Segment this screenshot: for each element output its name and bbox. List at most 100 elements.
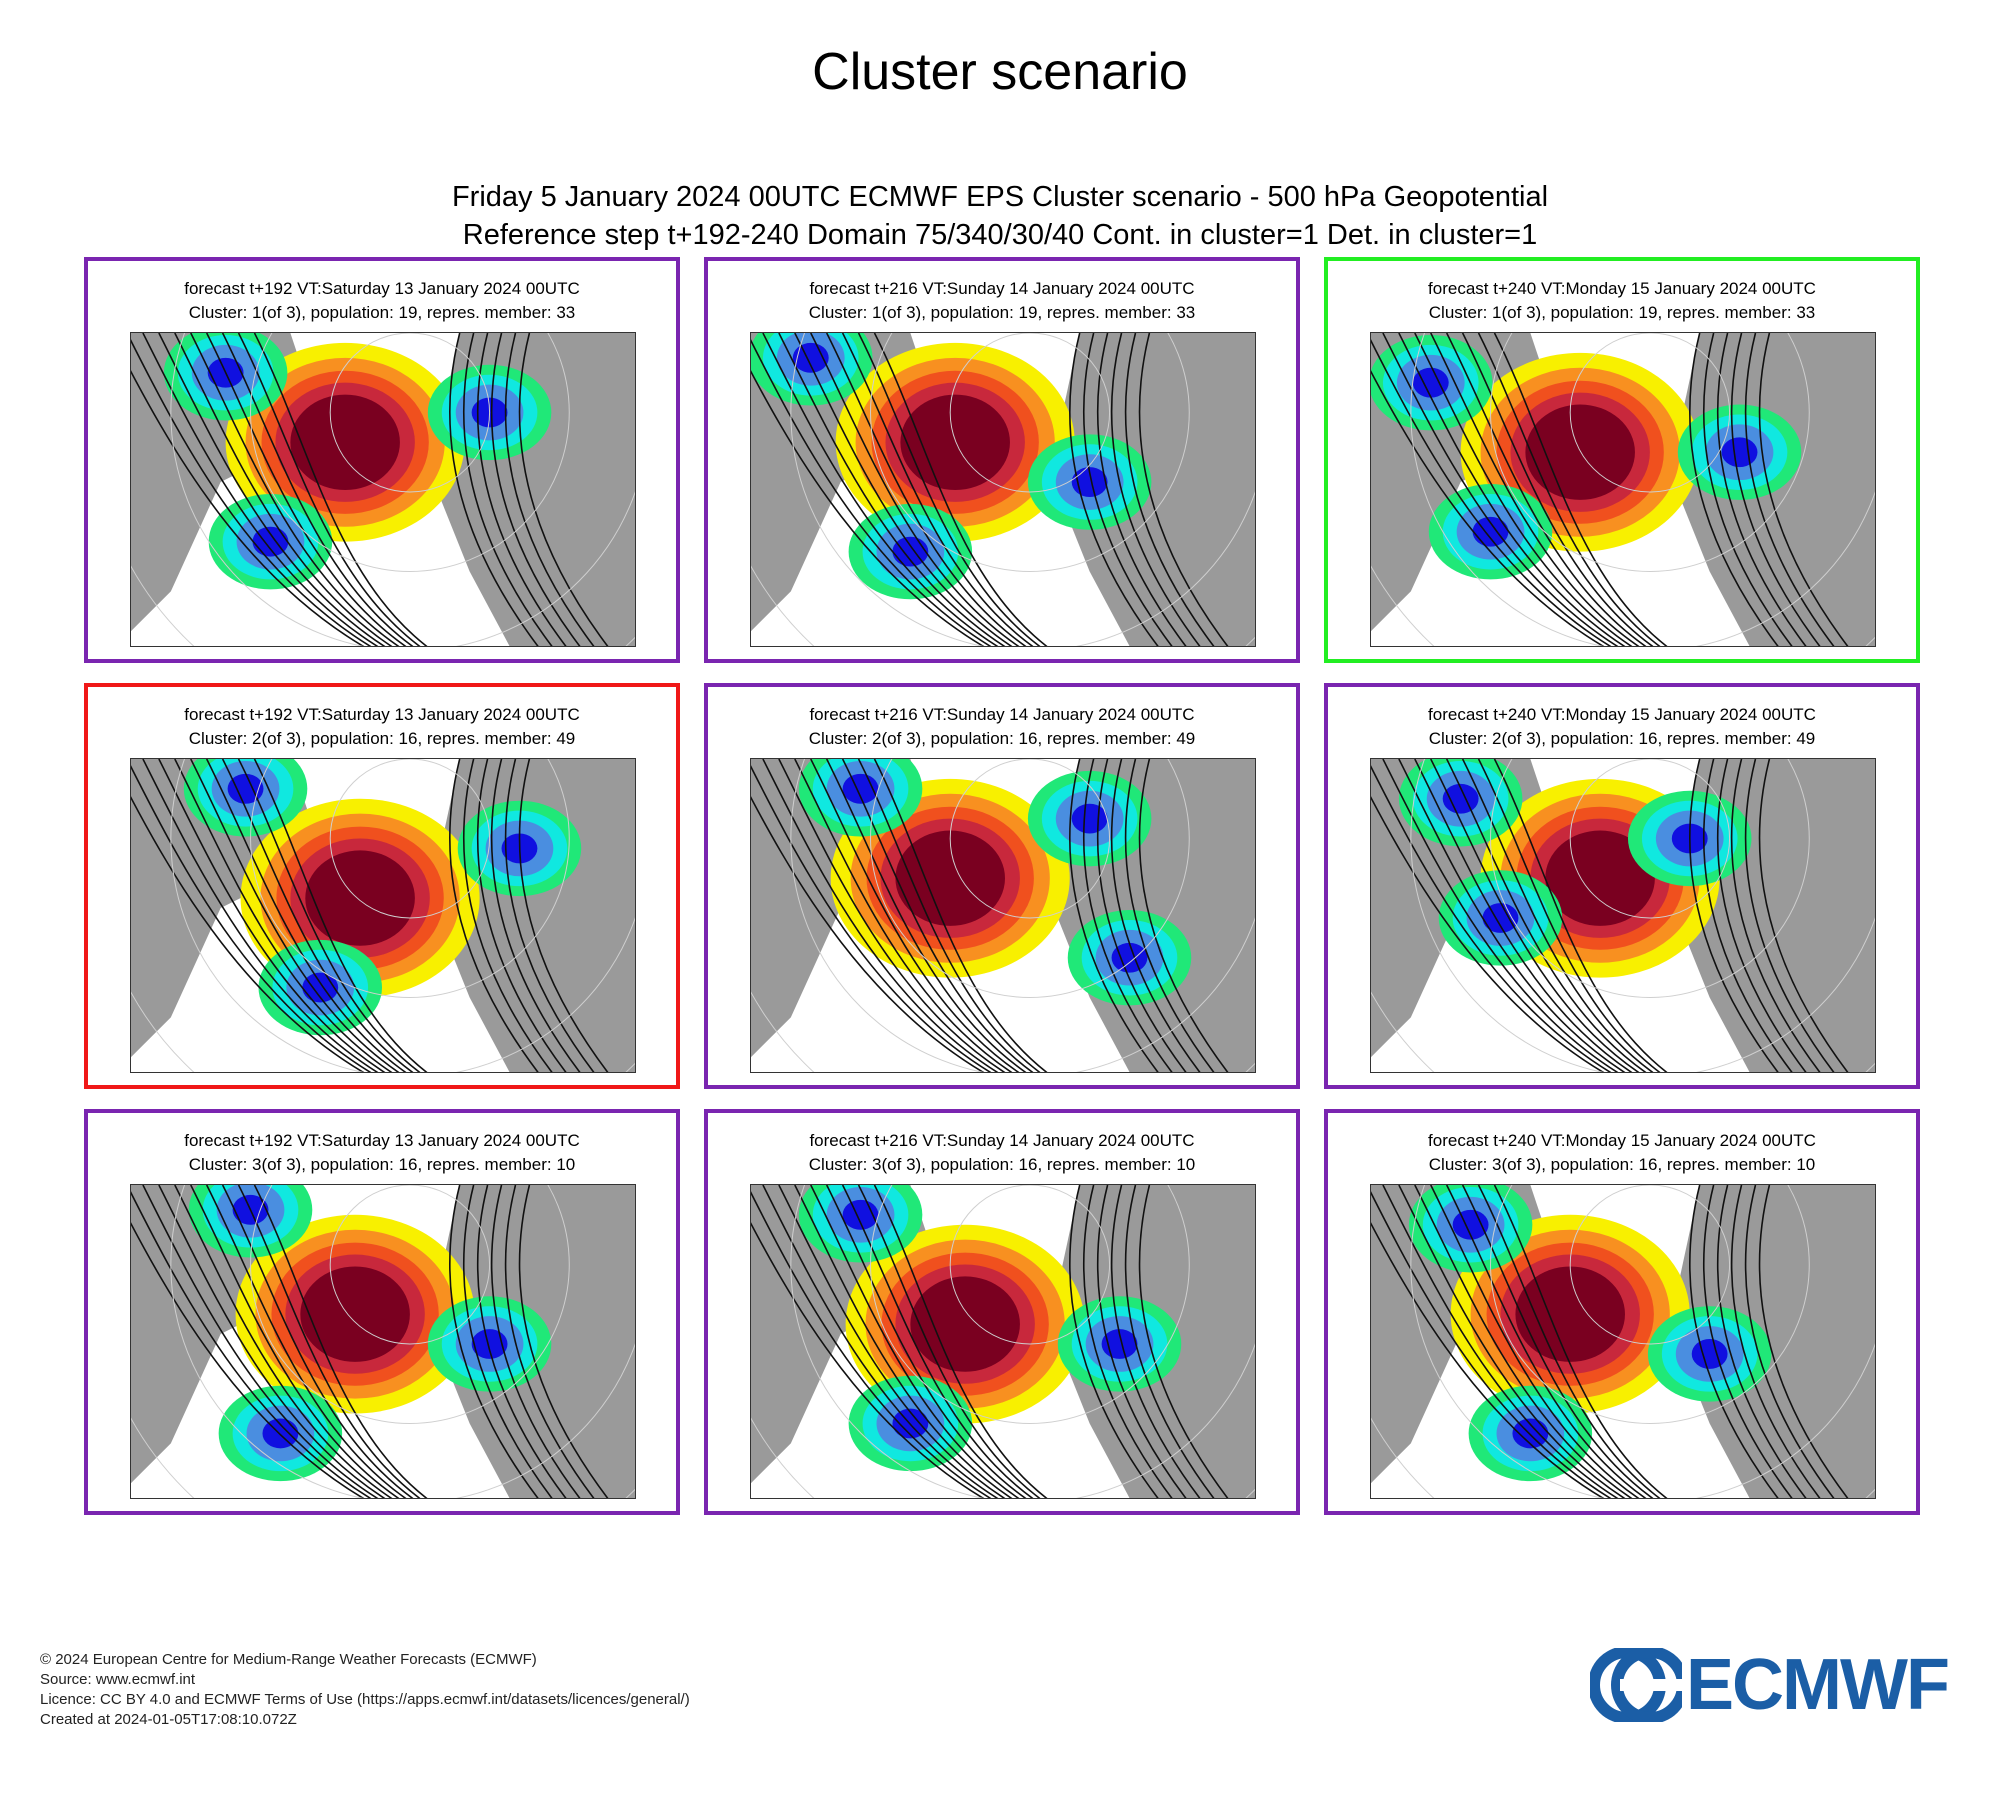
contour-line: [873, 759, 1048, 1072]
positive-anomaly-region: [910, 1276, 1020, 1372]
panel-map: [1370, 758, 1876, 1073]
contour-line: [142, 759, 379, 1072]
contour-line: [1744, 333, 1835, 646]
footer-licence: Licence: CC BY 4.0 and ECMWF Terms of Us…: [40, 1691, 690, 1708]
contour-line: [449, 333, 539, 646]
contour-line: [1382, 333, 1619, 646]
contour-line: [504, 759, 595, 1072]
anomaly-map-graphic: [131, 759, 635, 1072]
panel-title: forecast t+192 VT:Saturday 13 January 20…: [184, 1131, 580, 1150]
contour-line: [1096, 333, 1187, 646]
positive-anomaly-region: [1545, 830, 1655, 926]
contour-line: [1493, 1185, 1668, 1498]
contour-line: [1096, 1185, 1187, 1498]
negative-anomaly-region: [471, 1329, 508, 1359]
contour-line: [841, 1185, 1034, 1498]
land-mass: [1049, 333, 1255, 646]
panel-map: [1370, 332, 1876, 647]
ecmwf-logo-icon: [1590, 1648, 1682, 1722]
contour-line: [221, 1185, 414, 1498]
latitude-circle: [870, 333, 1190, 572]
positive-anomaly-region: [290, 394, 400, 490]
contour-line: [810, 759, 1020, 1072]
latitude-circle: [329, 759, 491, 919]
panel-cluster3-t216: forecast t+216 VT:Sunday 14 January 2024…: [704, 1109, 1300, 1515]
contour-line: [158, 759, 386, 1072]
contour-line: [825, 1185, 1027, 1498]
land-mass: [1669, 1185, 1875, 1498]
panel-map: [750, 758, 1256, 1073]
contour-line: [1744, 759, 1835, 1072]
latitude-circle: [1569, 1185, 1731, 1345]
latitude-circle: [1410, 1185, 1875, 1498]
negative-anomaly-region: [1721, 437, 1758, 468]
contour-line: [825, 333, 1027, 646]
latitude-circle: [329, 1185, 491, 1345]
panel-title: forecast t+240 VT:Monday 15 January 2024…: [1428, 705, 1816, 724]
contour-line: [1398, 759, 1626, 1072]
latitude-circle: [250, 1185, 570, 1424]
contour-line: [131, 765, 372, 1072]
contour-line: [1461, 1185, 1654, 1498]
contour-line: [1430, 759, 1640, 1072]
contour-line: [190, 759, 400, 1072]
contour-line: [751, 1191, 992, 1498]
latitude-circle: [170, 333, 635, 646]
positive-anomaly-region: [1515, 1266, 1625, 1362]
latitude-circle: [790, 333, 1255, 646]
chart-header: Friday 5 January 2024 00UTC ECMWF EPS Cl…: [0, 178, 2000, 254]
anomaly-map-graphic: [1371, 1185, 1875, 1498]
contour-line: [158, 333, 386, 646]
negative-anomaly-region: [252, 526, 289, 557]
contour-line: [751, 339, 992, 646]
contour-line: [174, 1185, 393, 1498]
contour-line: [131, 1222, 365, 1498]
contour-line: [221, 333, 414, 646]
panel-cluster1-t192: forecast t+192 VT:Saturday 13 January 20…: [84, 257, 680, 663]
anomaly-map-graphic: [751, 1185, 1255, 1498]
negative-anomaly-region: [1472, 516, 1509, 547]
contour-line: [1138, 1185, 1229, 1498]
latitude-circle: [329, 333, 491, 493]
contour-line: [751, 765, 992, 1072]
contour-line: [1371, 796, 1605, 1072]
contour-line: [762, 1185, 999, 1498]
latitude-circle: [250, 333, 570, 572]
panel-title: forecast t+216 VT:Sunday 14 January 2024…: [809, 705, 1195, 724]
contour-line: [1430, 1185, 1640, 1498]
contour-line: [1461, 333, 1654, 646]
contour-line: [810, 1185, 1020, 1498]
positive-anomaly-region: [305, 850, 415, 946]
contour-line: [504, 333, 595, 646]
panel-cluster2-t216: forecast t+216 VT:Sunday 14 January 2024…: [704, 683, 1300, 1089]
contour-line: [1382, 759, 1619, 1072]
contour-line: [142, 333, 379, 646]
contour-line: [1493, 333, 1668, 646]
contour-line: [1371, 1191, 1612, 1498]
contour-line: [794, 1185, 1013, 1498]
contour-line: [1689, 333, 1779, 646]
contour-line: [1430, 333, 1640, 646]
contour-line: [131, 370, 365, 646]
latitude-circle: [1490, 333, 1810, 572]
header-line-2: Reference step t+192-240 Domain 75/340/3…: [462, 219, 1538, 251]
contour-line: [1689, 759, 1779, 1072]
latitude-circle: [170, 759, 635, 1072]
contour-line: [131, 796, 365, 1072]
anomaly-map-graphic: [1371, 333, 1875, 646]
contour-line: [490, 1185, 581, 1498]
contour-line: [751, 1222, 985, 1498]
contour-line: [463, 759, 553, 1072]
contour-line: [253, 1185, 428, 1498]
latitude-circle: [949, 1185, 1111, 1345]
panel-title: forecast t+216 VT:Sunday 14 January 2024…: [809, 279, 1195, 298]
contour-line: [1096, 759, 1187, 1072]
contour-line: [1461, 759, 1654, 1072]
panel-map: [130, 332, 636, 647]
panel-cluster2-t192: forecast t+192 VT:Saturday 13 January 20…: [84, 683, 680, 1089]
contour-line: [205, 333, 407, 646]
contour-line: [1083, 1185, 1173, 1498]
contour-line: [237, 333, 421, 646]
contour-line: [794, 759, 1013, 1072]
anomaly-map-graphic: [131, 333, 635, 646]
